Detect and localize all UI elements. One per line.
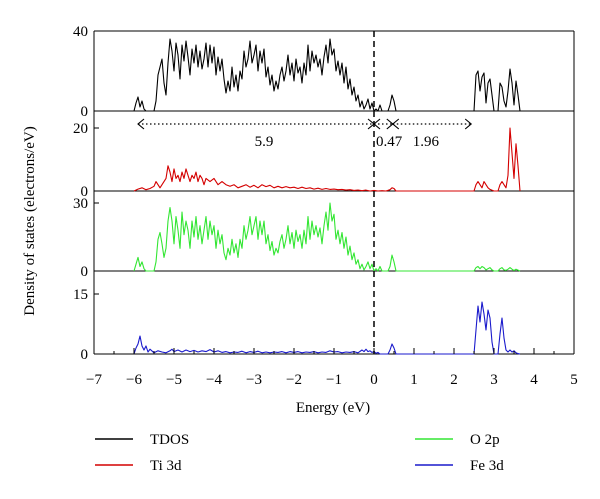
- y-tick-label: 20: [73, 121, 88, 137]
- y-tick-label: 30: [73, 196, 88, 212]
- x-tick-label: 3: [490, 372, 498, 388]
- x-tick-label: −4: [206, 372, 222, 388]
- gap-value-label: 1.96: [413, 134, 440, 150]
- legend-label: TDOS: [150, 432, 189, 448]
- legend-label: Ti 3d: [150, 458, 182, 474]
- x-tick-label: 5: [570, 372, 578, 388]
- y-axis-label: Density of states (electrons/eV): [22, 126, 38, 316]
- legend-label: O 2p: [470, 432, 500, 448]
- gap-annotation: 1.96: [391, 118, 473, 150]
- x-tick-label: −3: [246, 372, 262, 388]
- gap-annotation: 0.47: [373, 118, 403, 150]
- gap-arrow-head-right: [464, 118, 473, 130]
- series-line-fe-3d: [133, 301, 521, 355]
- series-line-ti-3d: [133, 127, 521, 192]
- x-axis: −7 −6 −5 −4 −3 −2 −1 0 1 2 3 4 5: [86, 31, 578, 388]
- x-tick-label: −1: [326, 372, 342, 388]
- legend-label: Fe 3d: [470, 458, 504, 474]
- x-tick-label: −2: [286, 372, 302, 388]
- legend-item: O 2p: [415, 432, 500, 448]
- y-tick-label: 0: [81, 104, 89, 120]
- legend-item: TDOS: [95, 432, 189, 448]
- x-tick-label: −5: [166, 372, 182, 388]
- panel-tdos: 0 40 5.9 0.47 1.96: [73, 24, 575, 150]
- panel-o-2p: 0 30: [73, 191, 575, 280]
- gap-value-label: 5.9: [255, 134, 274, 150]
- y-tick-label: 0: [81, 347, 89, 363]
- x-tick-label: 1: [410, 372, 418, 388]
- x-tick-label: 4: [530, 372, 538, 388]
- series-line-o-2p: [133, 202, 521, 272]
- x-axis-label: Energy (eV): [296, 400, 370, 416]
- y-tick-label: 0: [81, 184, 89, 200]
- gap-arrow-head-left: [391, 118, 400, 130]
- x-tick-label: 0: [370, 372, 378, 388]
- panel-ti-3d: 0 20: [73, 111, 575, 200]
- legend-item: Ti 3d: [95, 458, 182, 474]
- gap-arrow-head-right: [386, 118, 394, 130]
- x-tick-label: 2: [450, 372, 458, 388]
- y-tick-label: 15: [73, 287, 88, 303]
- y-tick-label: 40: [73, 24, 88, 40]
- y-tick-label: 0: [81, 264, 89, 280]
- gap-value-label: 0.47: [376, 134, 403, 150]
- legend-item: Fe 3d: [415, 458, 504, 474]
- x-tick-label: −7: [86, 372, 102, 388]
- panel-fe-3d: 0 15: [73, 271, 575, 363]
- series-line-tdos: [133, 38, 521, 112]
- legend: TDOS Ti 3d O 2p Fe 3d: [95, 432, 504, 474]
- gap-annotation: 5.9: [137, 118, 375, 150]
- gap-arrow-head-left: [137, 118, 145, 130]
- x-tick-label: −6: [126, 372, 142, 388]
